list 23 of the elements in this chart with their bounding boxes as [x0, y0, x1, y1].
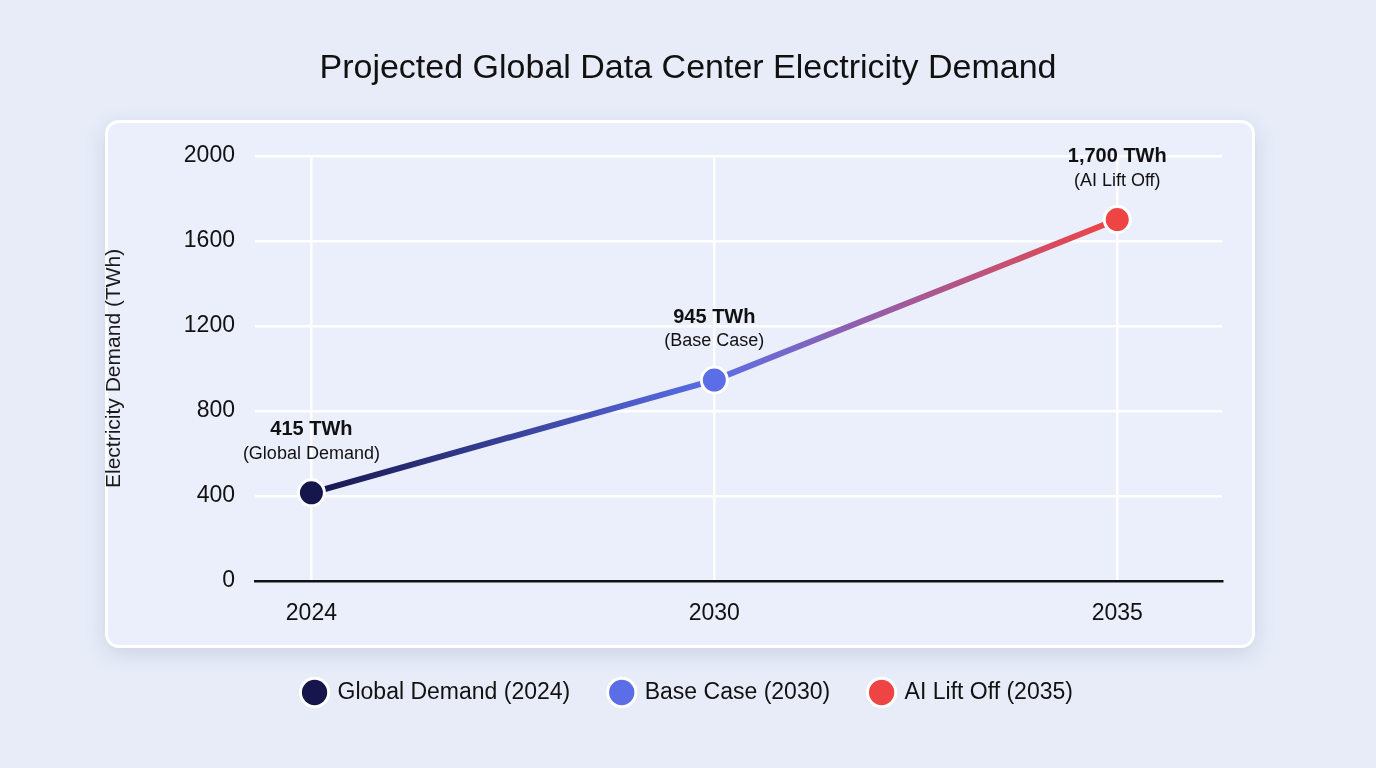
chart-title: Projected Global Data Center Electricity Demand [319, 46, 1057, 85]
x-tick-label: 2030 [688, 599, 740, 626]
y-tick-label: 400 [196, 481, 235, 508]
x-tick-label: 2024 [285, 599, 338, 626]
annotation: (Global Demand) [242, 442, 380, 463]
y-tick-label: 0 [222, 566, 235, 593]
x-tick-label: 2035 [1091, 599, 1143, 626]
y-tick-label: 1600 [183, 226, 235, 253]
point [1102, 205, 1132, 235]
point [296, 478, 326, 508]
y-tick-label: 800 [196, 396, 235, 423]
legend-label: AI Lift Off (2035) [904, 677, 1073, 704]
annotation: (Base Case) [664, 330, 765, 351]
data-label: 1,700 TWh [1067, 144, 1167, 167]
y-axis-title: Electricity Demand (TWh) [101, 248, 125, 488]
data-label: 415 TWh [270, 417, 353, 440]
legend-label: Global Demand (2024) [337, 677, 571, 704]
annotation: (AI Lift Off) [1073, 169, 1161, 190]
y-tick-label: 2000 [183, 141, 235, 168]
point [699, 365, 729, 395]
y-tick-label: 1200 [183, 311, 235, 338]
data-label: 945 TWh [673, 304, 756, 327]
legend-label: Base Case (2030) [644, 677, 831, 704]
